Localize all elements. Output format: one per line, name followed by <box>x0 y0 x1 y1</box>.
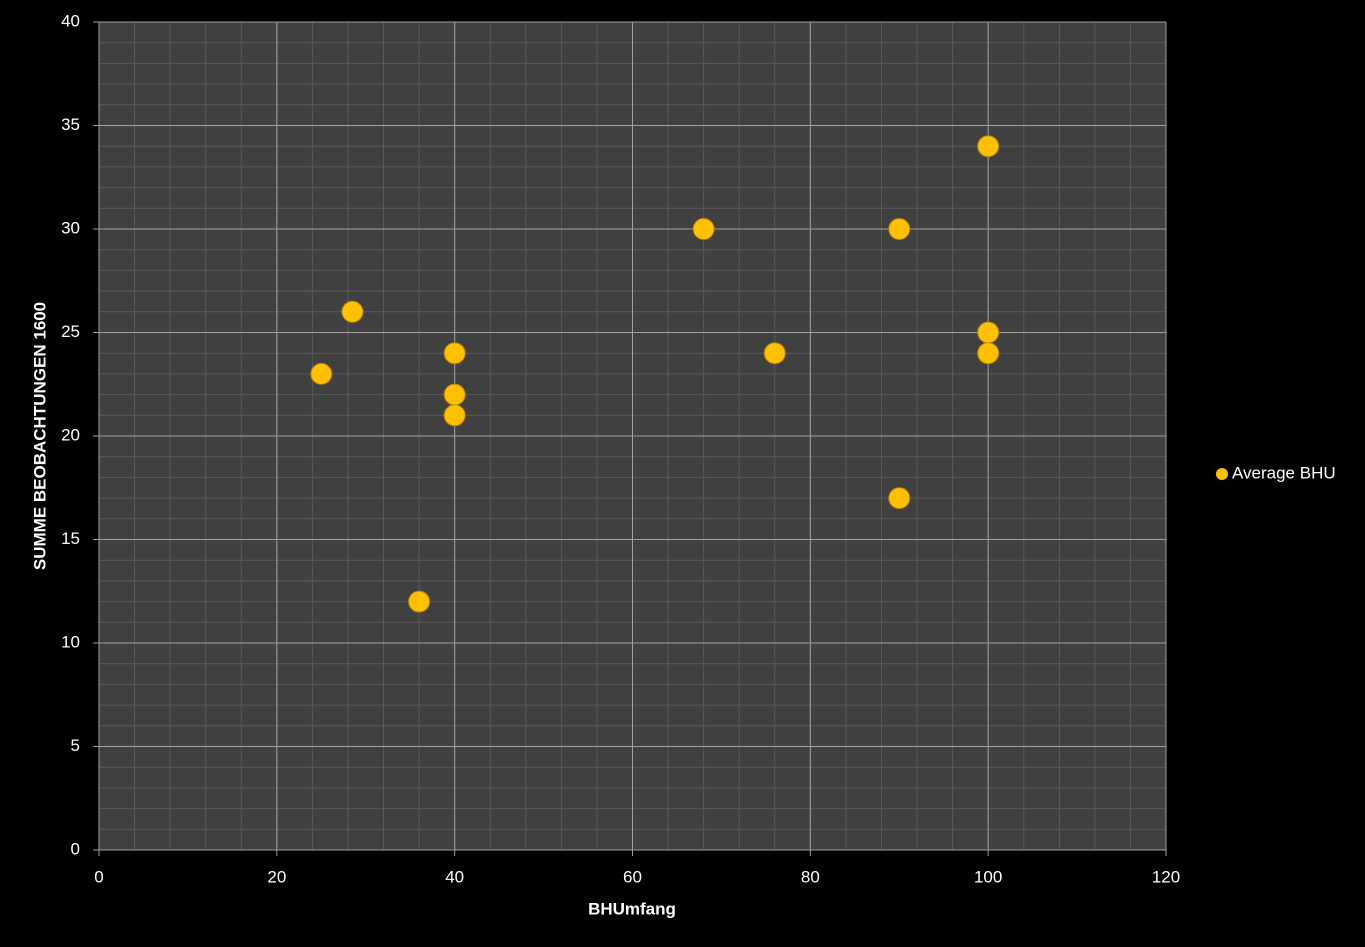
x-tick-label: 80 <box>801 867 820 886</box>
point <box>977 135 1000 158</box>
point <box>310 362 333 385</box>
y-tick-label: 15 <box>61 529 80 548</box>
legend-swatch <box>1216 468 1228 480</box>
x-tick-label: 60 <box>623 867 642 886</box>
point <box>888 218 911 240</box>
x-tick-label: 120 <box>1152 867 1180 886</box>
y-tick-label: 35 <box>61 115 80 134</box>
y-tick-label: 25 <box>61 322 80 341</box>
y-tick-label: 20 <box>61 425 80 444</box>
x-tick-label: 20 <box>267 867 286 886</box>
point <box>443 342 466 365</box>
legend-label: Average BHU <box>1232 463 1336 482</box>
y-tick-label: 0 <box>71 839 80 858</box>
y-axis-title: SUMME BEOBACHTUNGEN 1600 <box>30 302 49 570</box>
point <box>977 342 1000 365</box>
y-tick-label: 5 <box>71 736 80 755</box>
point <box>977 321 1000 344</box>
y-tick-label: 10 <box>61 632 80 651</box>
y-tick-label: 40 <box>61 11 80 30</box>
point <box>888 487 911 510</box>
y-tick-label: 30 <box>61 218 80 237</box>
x-tick-label: 0 <box>94 867 103 886</box>
point <box>443 404 466 427</box>
x-tick-label: 40 <box>445 867 464 886</box>
point <box>763 342 786 365</box>
point <box>692 218 715 240</box>
point <box>443 383 466 406</box>
point <box>341 300 364 323</box>
point <box>408 590 431 613</box>
x-axis-title: BHUmfang <box>588 899 676 918</box>
x-tick-label: 100 <box>974 867 1002 886</box>
